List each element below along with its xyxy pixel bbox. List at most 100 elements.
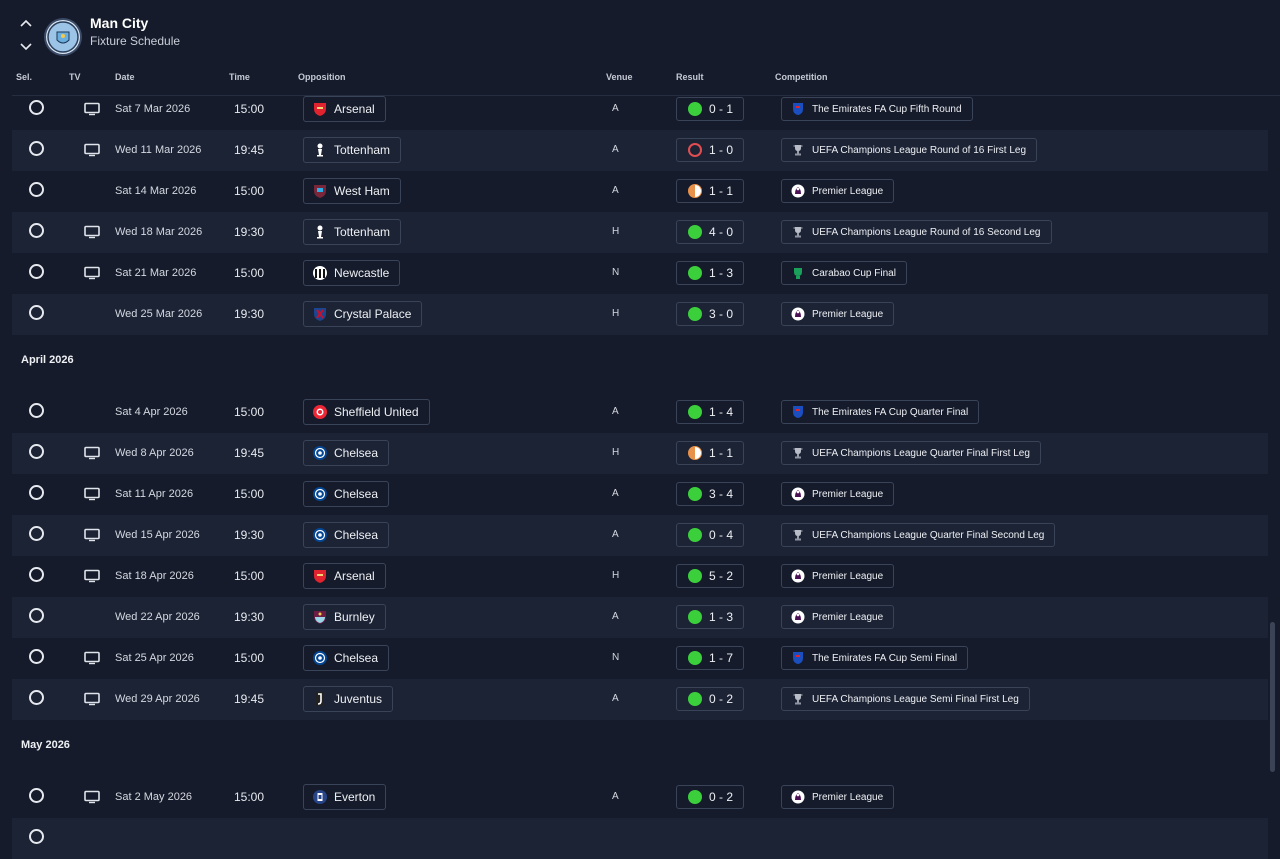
select-radio[interactable]: [29, 182, 44, 197]
competition-button[interactable]: Premier League: [781, 302, 895, 326]
opposition-button[interactable]: Chelsea: [303, 481, 390, 507]
chelsea-badge-icon: [312, 486, 328, 502]
opposition-button[interactable]: Chelsea: [303, 440, 390, 466]
fixture-row[interactable]: [12, 818, 1268, 859]
result-button[interactable]: 0 - 1: [676, 97, 744, 121]
opposition-button[interactable]: Tottenham: [303, 137, 402, 163]
result-button[interactable]: 0 - 4: [676, 523, 744, 547]
select-radio[interactable]: [29, 567, 44, 582]
venue: A: [612, 185, 619, 196]
result-button[interactable]: 3 - 4: [676, 482, 744, 506]
select-radio[interactable]: [29, 608, 44, 623]
select-radio[interactable]: [29, 788, 44, 803]
fixture-time: 15:00: [234, 790, 265, 804]
fixture-row[interactable]: Wed 18 Mar 2026 19:30 Tottenham H 4 - 0 …: [12, 212, 1268, 253]
result-button[interactable]: 0 - 2: [676, 687, 744, 711]
column-header-result[interactable]: Result: [676, 72, 704, 82]
competition-name: Premier League: [812, 611, 884, 623]
tottenham-badge-icon: [312, 224, 328, 240]
competition-button[interactable]: Premier League: [781, 605, 895, 629]
fixture-row[interactable]: Sat 2 May 2026 15:00 Everton A 0 - 2 Pre…: [12, 777, 1268, 818]
fixture-row[interactable]: Sat 4 Apr 2026 15:00 Sheffield United A …: [12, 392, 1268, 433]
result-button[interactable]: 1 - 7: [676, 646, 744, 670]
select-radio[interactable]: [29, 100, 44, 115]
opposition-button[interactable]: Chelsea: [303, 522, 390, 548]
column-header-time[interactable]: Time: [229, 72, 250, 82]
opposition-button[interactable]: Chelsea: [303, 645, 390, 671]
result-button[interactable]: 1 - 0: [676, 138, 744, 162]
competition-button[interactable]: Premier League: [781, 482, 895, 506]
opposition-button[interactable]: Burnley: [303, 604, 386, 630]
select-radio[interactable]: [29, 690, 44, 705]
select-radio[interactable]: [29, 223, 44, 238]
scrollbar[interactable]: [1270, 622, 1275, 772]
opposition-button[interactable]: Juventus: [303, 686, 394, 712]
competition-button[interactable]: UEFA Champions League Quarter Final Firs…: [781, 441, 1041, 465]
select-radio[interactable]: [29, 264, 44, 279]
competition-button[interactable]: Premier League: [781, 564, 895, 588]
column-header-opposition[interactable]: Opposition: [298, 72, 346, 82]
result-button[interactable]: 1 - 1: [676, 441, 744, 465]
chelsea-badge-icon: [312, 527, 328, 543]
select-radio[interactable]: [29, 403, 44, 418]
competition-button[interactable]: Premier League: [781, 785, 895, 809]
result-button[interactable]: 1 - 3: [676, 261, 744, 285]
competition-button[interactable]: UEFA Champions League Round of 16 Second…: [781, 220, 1052, 244]
opposition-button[interactable]: Tottenham: [303, 219, 402, 245]
select-radio[interactable]: [29, 829, 44, 844]
fixture-row[interactable]: Sat 21 Mar 2026 15:00 Newcastle N 1 - 3 …: [12, 253, 1268, 294]
fixture-row[interactable]: Sat 18 Apr 2026 15:00 Arsenal H 5 - 2 Pr…: [12, 556, 1268, 597]
chelsea-badge-icon: [312, 445, 328, 461]
result-button[interactable]: 1 - 1: [676, 179, 744, 203]
opposition-button[interactable]: West Ham: [303, 178, 401, 204]
club-crest-icon: [46, 20, 80, 54]
select-radio[interactable]: [29, 649, 44, 664]
competition-button[interactable]: The Emirates FA Cup Quarter Final: [781, 400, 980, 424]
fixture-row[interactable]: Wed 29 Apr 2026 19:45 Juventus A 0 - 2 U…: [12, 679, 1268, 720]
result-button[interactable]: 4 - 0: [676, 220, 744, 244]
result-button[interactable]: 1 - 3: [676, 605, 744, 629]
fixture-row[interactable]: Wed 11 Mar 2026 19:45 Tottenham A 1 - 0 …: [12, 130, 1268, 171]
select-radio[interactable]: [29, 485, 44, 500]
fixture-row[interactable]: Sat 7 Mar 2026 15:00 Arsenal A 0 - 1 The…: [12, 89, 1268, 130]
competition-button[interactable]: Carabao Cup Final: [781, 261, 907, 285]
result-button[interactable]: 5 - 2: [676, 564, 744, 588]
opposition-button[interactable]: Crystal Palace: [303, 301, 423, 327]
column-header-venue[interactable]: Venue: [606, 72, 633, 82]
ucl-trophy-icon: [791, 225, 805, 239]
opposition-button[interactable]: Newcastle: [303, 260, 401, 286]
chevron-up-icon[interactable]: [18, 16, 34, 32]
column-header-date[interactable]: Date: [115, 72, 135, 82]
select-radio[interactable]: [29, 305, 44, 320]
column-header-competition[interactable]: Competition: [775, 72, 828, 82]
select-radio[interactable]: [29, 141, 44, 156]
opposition-button[interactable]: Arsenal: [303, 96, 386, 122]
fixture-row[interactable]: Wed 15 Apr 2026 19:30 Chelsea A 0 - 4 UE…: [12, 515, 1268, 556]
select-radio[interactable]: [29, 444, 44, 459]
competition-button[interactable]: UEFA Champions League Round of 16 First …: [781, 138, 1038, 162]
column-header-sel[interactable]: Sel.: [16, 72, 33, 82]
venue: H: [612, 447, 620, 458]
result-button[interactable]: 0 - 2: [676, 785, 744, 809]
fixture-row[interactable]: Sat 14 Mar 2026 15:00 West Ham A 1 - 1 P…: [12, 171, 1268, 212]
competition-button[interactable]: Premier League: [781, 179, 895, 203]
result-button[interactable]: 3 - 0: [676, 302, 744, 326]
competition-button[interactable]: UEFA Champions League Semi Final First L…: [781, 687, 1030, 711]
opposition-button[interactable]: Everton: [303, 784, 387, 810]
competition-button[interactable]: The Emirates FA Cup Semi Final: [781, 646, 969, 670]
competition-button[interactable]: The Emirates FA Cup Fifth Round: [781, 97, 973, 121]
opposition-button[interactable]: Arsenal: [303, 563, 386, 589]
fixture-row[interactable]: Sat 25 Apr 2026 15:00 Chelsea N 1 - 7 Th…: [12, 638, 1268, 679]
fa-cup-icon: [791, 405, 805, 419]
fixture-time: 15:00: [234, 102, 265, 116]
result-button[interactable]: 1 - 4: [676, 400, 744, 424]
column-header-tv[interactable]: TV: [69, 72, 81, 82]
fixture-row[interactable]: Wed 25 Mar 2026 19:30 Crystal Palace H 3…: [12, 294, 1268, 335]
fixture-row[interactable]: Wed 8 Apr 2026 19:45 Chelsea H 1 - 1 UEF…: [12, 433, 1268, 474]
fixture-row[interactable]: Sat 11 Apr 2026 15:00 Chelsea A 3 - 4 Pr…: [12, 474, 1268, 515]
opposition-button[interactable]: Sheffield United: [303, 399, 430, 425]
select-radio[interactable]: [29, 526, 44, 541]
competition-button[interactable]: UEFA Champions League Quarter Final Seco…: [781, 523, 1056, 547]
fixture-row[interactable]: Wed 22 Apr 2026 19:30 Burnley A 1 - 3 Pr…: [12, 597, 1268, 638]
chevron-down-icon[interactable]: [18, 38, 34, 54]
